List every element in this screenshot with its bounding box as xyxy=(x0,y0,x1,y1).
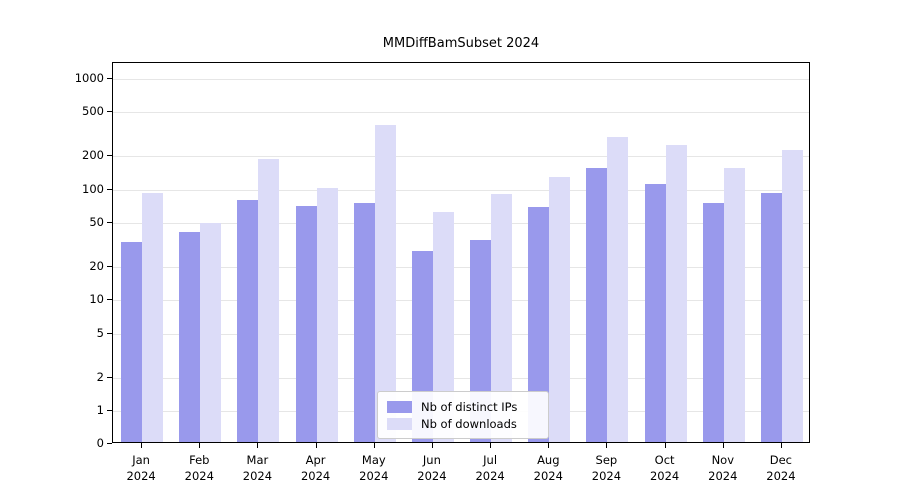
bar-distinct-ips-sep xyxy=(586,168,608,442)
y-tick-label-5: 5 xyxy=(96,325,104,340)
gridline-50 xyxy=(113,222,809,224)
bar-downloads-aug xyxy=(549,176,571,442)
legend-label-downloads: Nb of downloads xyxy=(421,416,517,431)
x-tick-label-may: May 2024 xyxy=(359,453,389,484)
x-tick-label-sep: Sep 2024 xyxy=(591,453,622,484)
x-tick-mark xyxy=(780,443,782,448)
bar-distinct-ips-oct xyxy=(644,183,666,442)
bar-distinct-ips-may xyxy=(353,203,375,442)
x-tick-mark xyxy=(548,443,550,448)
x-tick-mark xyxy=(141,443,143,448)
legend: Nb of distinct IPs Nb of downloads xyxy=(377,391,549,439)
bar-downloads-dec xyxy=(781,149,803,442)
gridline-1000 xyxy=(113,78,809,80)
x-tick-label-jun: Jun 2024 xyxy=(417,453,447,484)
x-tick-mark xyxy=(722,443,724,448)
bar-distinct-ips-feb xyxy=(179,231,201,442)
x-tick-mark xyxy=(664,443,666,448)
bar-downloads-may xyxy=(374,124,396,442)
gridline-2 xyxy=(113,377,809,379)
x-tick-label-dec: Dec 2024 xyxy=(766,453,796,484)
y-tick-label-20: 20 xyxy=(89,259,104,273)
plot-area: Nb of distinct IPs Nb of downloads xyxy=(112,62,810,443)
gridline-500 xyxy=(113,112,809,114)
gridline-20 xyxy=(113,267,809,268)
y-tick-label-1000: 1000 xyxy=(74,70,104,85)
x-tick-mark xyxy=(199,443,201,448)
y-tick-mark xyxy=(107,221,112,223)
y-tick-label-1: 1 xyxy=(96,403,104,417)
x-tick-mark xyxy=(490,443,492,448)
y-tick-mark xyxy=(107,443,112,444)
x-tick-mark xyxy=(373,443,375,448)
legend-item-downloads: Nb of downloads xyxy=(387,415,539,432)
bar-downloads-jul xyxy=(491,193,513,442)
bar-distinct-ips-nov xyxy=(702,203,724,442)
bar-downloads-oct xyxy=(665,144,687,442)
gridline-100 xyxy=(113,189,809,191)
x-tick-label-jan: Jan 2024 xyxy=(126,453,156,484)
x-tick-label-feb: Feb 2024 xyxy=(184,453,214,484)
x-tick-label-apr: Apr 2024 xyxy=(300,453,331,484)
bar-distinct-ips-apr xyxy=(295,206,317,442)
y-tick-mark xyxy=(107,77,112,79)
y-tick-mark xyxy=(107,266,112,267)
gridline-200 xyxy=(113,156,809,158)
x-tick-mark xyxy=(257,443,259,448)
y-tick-label-10: 10 xyxy=(89,292,104,307)
bar-downloads-jan xyxy=(142,192,164,442)
y-tick-label-200: 200 xyxy=(82,148,104,163)
x-tick-label-nov: Nov 2024 xyxy=(708,453,738,484)
bar-downloads-apr xyxy=(316,187,338,442)
bar-downloads-feb xyxy=(200,222,222,442)
y-tick-mark xyxy=(107,155,112,157)
y-tick-mark xyxy=(107,111,112,113)
y-tick-mark xyxy=(107,376,112,378)
y-tick-mark xyxy=(107,188,112,190)
gridline-10 xyxy=(113,300,809,302)
bar-distinct-ips-mar xyxy=(237,199,259,442)
bar-distinct-ips-aug xyxy=(528,206,550,442)
x-tick-mark xyxy=(606,443,608,448)
bar-distinct-ips-jan xyxy=(121,242,143,442)
legend-swatch-distinct-ips xyxy=(387,400,412,413)
legend-item-distinct-ips: Nb of distinct IPs xyxy=(387,398,539,415)
y-tick-label-0: 0 xyxy=(96,436,104,450)
y-tick-label-100: 100 xyxy=(82,181,104,196)
x-tick-label-aug: Aug 2024 xyxy=(533,453,563,484)
bar-downloads-mar xyxy=(258,159,280,442)
legend-label-distinct-ips: Nb of distinct IPs xyxy=(421,399,518,414)
gridline-5 xyxy=(113,333,809,335)
x-tick-label-oct: Oct 2024 xyxy=(649,453,680,484)
x-tick-mark xyxy=(431,443,433,448)
y-tick-label-50: 50 xyxy=(89,214,104,229)
x-tick-label-mar: Mar 2024 xyxy=(242,453,273,484)
bar-distinct-ips-dec xyxy=(760,192,782,442)
y-tick-label-2: 2 xyxy=(96,369,104,384)
chart-title: MMDiffBamSubset 2024 xyxy=(382,36,540,51)
bar-downloads-sep xyxy=(607,137,629,442)
bar-downloads-jun xyxy=(432,212,454,442)
x-tick-mark xyxy=(315,443,317,448)
x-tick-label-jul: Jul 2024 xyxy=(475,453,505,484)
bar-downloads-nov xyxy=(723,168,745,442)
y-tick-mark xyxy=(107,410,112,411)
y-tick-mark xyxy=(107,299,112,301)
y-tick-mark xyxy=(107,332,112,334)
y-tick-label-500: 500 xyxy=(82,104,104,119)
legend-swatch-downloads xyxy=(387,417,412,430)
